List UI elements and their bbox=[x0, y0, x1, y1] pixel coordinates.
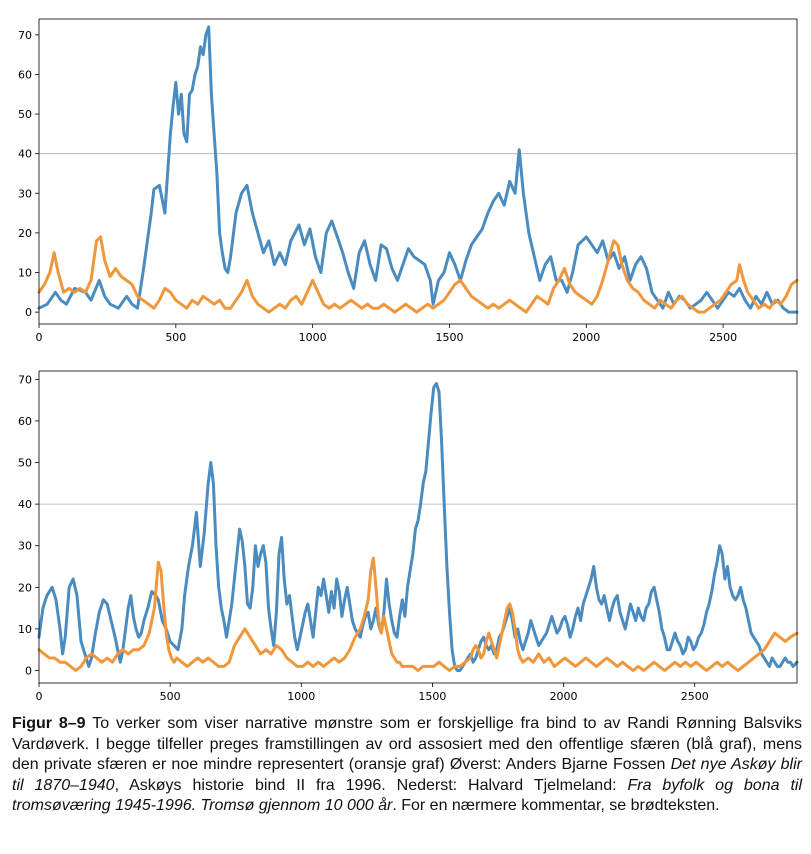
y-tick-label: 70 bbox=[18, 29, 32, 42]
private-sphere-series-line bbox=[37, 556, 799, 672]
y-tick-label: 0 bbox=[25, 665, 32, 678]
bottom-chart-panel: 0 500 1000 1500 2000 2500 0 10 20 30 40 50 60 70 bbox=[18, 370, 799, 703]
x-tick-label: 1000 bbox=[299, 331, 327, 344]
y-tick-label: 10 bbox=[18, 267, 32, 280]
caption-book-title-2: Fra byfolk og bona til tromsøværing 1945… bbox=[12, 776, 802, 815]
x-tick-label: 2000 bbox=[572, 331, 600, 344]
caption-text-3: . For en nærmere kommentar, se brødtekst… bbox=[392, 797, 720, 814]
x-tick-label: 1500 bbox=[418, 690, 446, 703]
y-tick-label: 50 bbox=[18, 108, 32, 121]
x-tick-label: 2500 bbox=[709, 331, 737, 344]
y-tick-label: 20 bbox=[18, 227, 32, 240]
caption-text-2: , Askøys historie bind II fra 1996. Nede… bbox=[114, 776, 628, 794]
y-tick-label: 70 bbox=[18, 373, 32, 386]
y-tick-label: 60 bbox=[18, 68, 32, 81]
y-tick-label: 60 bbox=[18, 415, 32, 428]
top-chart-panel: 0 500 1000 1500 2000 2500 0 10 20 30 40 50 60 70 bbox=[18, 18, 799, 344]
y-tick-label: 0 bbox=[25, 306, 32, 319]
x-tick-label: 2000 bbox=[550, 690, 578, 703]
x-tick-label: 1000 bbox=[287, 690, 315, 703]
x-tick-label: 0 bbox=[36, 690, 43, 703]
caption-book-title-1: Det nye Askøy blir til 1870–1940 bbox=[12, 756, 802, 794]
figure-caption: Figur 8–9 To verker som viser narrative … bbox=[12, 714, 802, 817]
y-tick-label: 10 bbox=[18, 623, 32, 636]
caption-label: Figur 8–9 bbox=[12, 715, 86, 732]
public-sphere-series-line bbox=[37, 25, 799, 314]
y-tick-label: 40 bbox=[18, 498, 32, 511]
y-tick-label: 40 bbox=[18, 148, 32, 161]
y-tick-label: 20 bbox=[18, 581, 32, 594]
x-tick-label: 500 bbox=[165, 331, 186, 344]
y-tick-label: 30 bbox=[18, 540, 32, 553]
x-tick-label: 0 bbox=[36, 331, 43, 344]
public-sphere-series-line bbox=[37, 382, 799, 672]
x-tick-label: 1500 bbox=[435, 331, 463, 344]
y-tick-label: 50 bbox=[18, 457, 32, 470]
axes-frame bbox=[38, 370, 798, 684]
y-tick-label: 30 bbox=[18, 187, 32, 200]
x-tick-label: 2500 bbox=[681, 690, 709, 703]
x-tick-label: 500 bbox=[160, 690, 181, 703]
axes-frame bbox=[38, 18, 798, 325]
private-sphere-series-line bbox=[37, 235, 799, 314]
caption-text-1: To verker som viser narrative mønstre so… bbox=[12, 715, 803, 773]
